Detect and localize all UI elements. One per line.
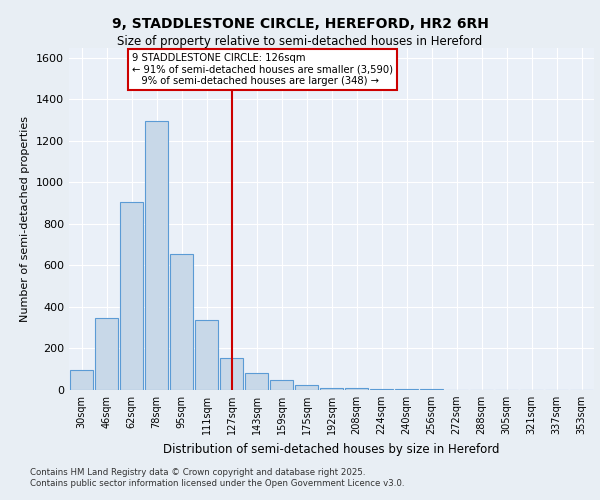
X-axis label: Distribution of semi-detached houses by size in Hereford: Distribution of semi-detached houses by …: [163, 442, 500, 456]
Bar: [119, 202, 143, 390]
Bar: [344, 388, 368, 390]
Bar: [194, 320, 218, 390]
Bar: [269, 380, 293, 390]
Y-axis label: Number of semi-detached properties: Number of semi-detached properties: [20, 116, 31, 322]
Bar: [245, 374, 268, 390]
Bar: [70, 370, 94, 390]
Text: 9, STADDLESTONE CIRCLE, HEREFORD, HR2 6RH: 9, STADDLESTONE CIRCLE, HEREFORD, HR2 6R…: [112, 18, 488, 32]
Text: Size of property relative to semi-detached houses in Hereford: Size of property relative to semi-detach…: [118, 35, 482, 48]
Text: Contains HM Land Registry data © Crown copyright and database right 2025.
Contai: Contains HM Land Registry data © Crown c…: [30, 468, 404, 487]
Bar: [395, 389, 418, 390]
Text: 9 STADDLESTONE CIRCLE: 126sqm
← 91% of semi-detached houses are smaller (3,590)
: 9 STADDLESTONE CIRCLE: 126sqm ← 91% of s…: [132, 52, 393, 86]
Bar: [220, 358, 244, 390]
Bar: [170, 254, 193, 390]
Bar: [370, 389, 394, 390]
Bar: [145, 121, 169, 390]
Bar: [95, 318, 118, 390]
Bar: [295, 386, 319, 390]
Bar: [320, 388, 343, 390]
